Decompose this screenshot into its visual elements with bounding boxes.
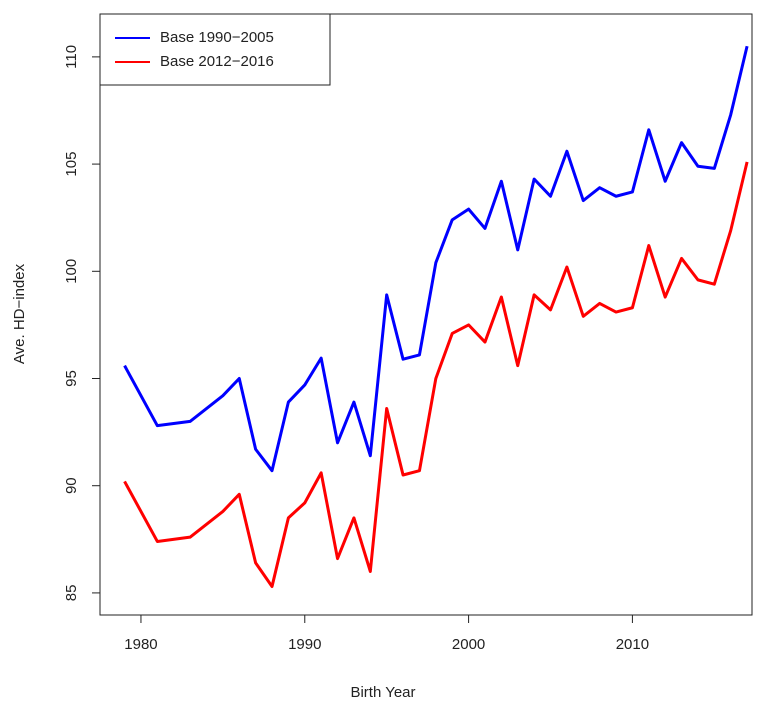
y-tick-label: 100 [63, 259, 80, 284]
x-tick-label: 1980 [124, 636, 157, 653]
series-line [123, 45, 749, 473]
y-axis-title: Ave. HD−index [11, 263, 28, 364]
y-tick-label: 105 [63, 152, 80, 177]
y-tick-label: 95 [63, 370, 80, 387]
y-tick-label: 85 [63, 585, 80, 602]
x-tick-label: 1990 [288, 636, 321, 653]
legend-label: Base 1990−2005 [160, 29, 274, 46]
x-tick-label: 2000 [452, 636, 485, 653]
x-tick-label: 2010 [616, 636, 649, 653]
x-axis-title: Birth Year [350, 684, 415, 701]
y-tick-label: 90 [63, 477, 80, 494]
plot-frame [99, 13, 753, 616]
legend-label: Base 2012−2016 [160, 53, 274, 70]
legend-box [99, 13, 331, 86]
y-tick-label: 110 [63, 45, 80, 69]
series-line [123, 161, 749, 588]
